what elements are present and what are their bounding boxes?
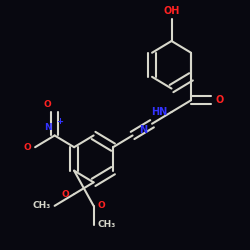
Text: +: + <box>56 117 63 126</box>
Text: O: O <box>23 143 31 152</box>
Text: O: O <box>215 95 224 105</box>
Text: O: O <box>62 190 70 198</box>
Text: O: O <box>44 100 52 109</box>
Text: HN: HN <box>151 107 167 117</box>
Text: CH₃: CH₃ <box>98 220 116 229</box>
Text: OH: OH <box>163 6 180 16</box>
Text: CH₃: CH₃ <box>32 201 50 210</box>
Text: O: O <box>98 201 106 210</box>
Text: N: N <box>44 123 52 132</box>
Text: N: N <box>140 125 148 135</box>
